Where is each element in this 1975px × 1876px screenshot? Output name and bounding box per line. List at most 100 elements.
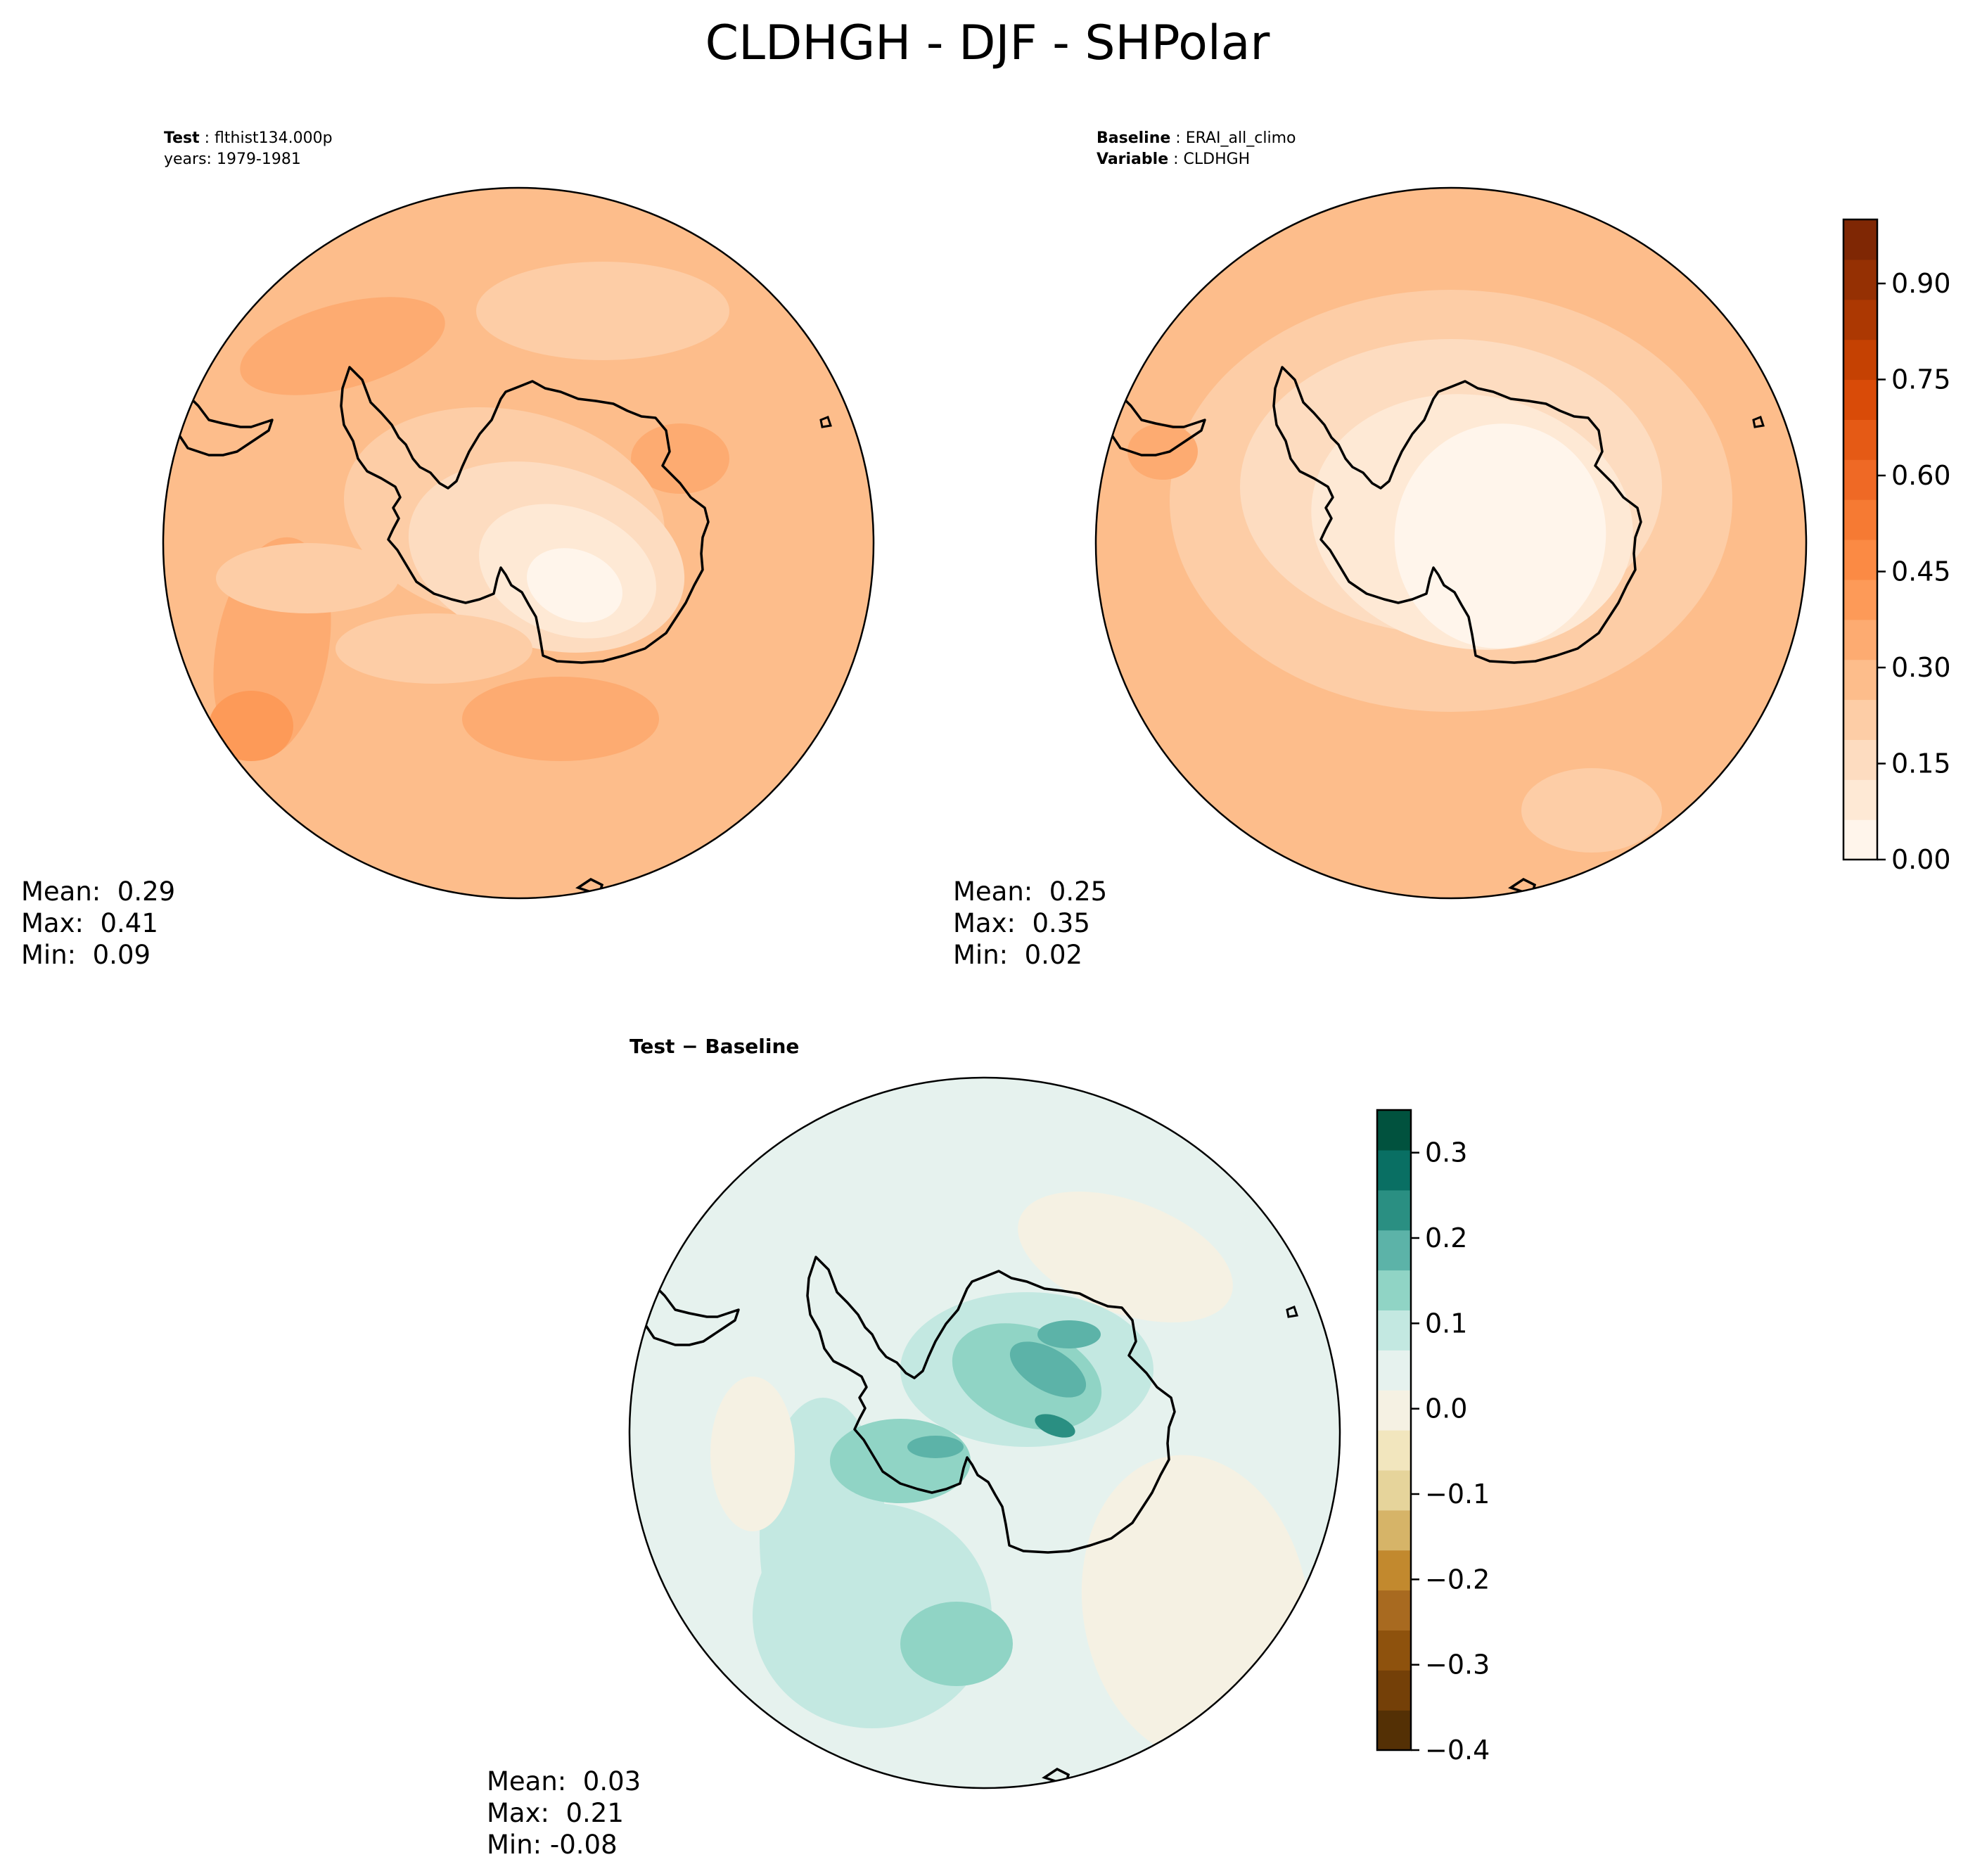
colorbar-frame bbox=[1842, 218, 1879, 861]
test-years: years: 1979-1981 bbox=[164, 151, 301, 168]
field-patch bbox=[900, 1602, 1013, 1686]
field-patch bbox=[216, 543, 399, 613]
baseline-max: Max: 0.35 bbox=[953, 908, 1090, 938]
island-coastline bbox=[1752, 416, 1765, 428]
island-coastline bbox=[1286, 1306, 1298, 1318]
colorbar-segment bbox=[1843, 579, 1877, 620]
diff-min: Min: -0.08 bbox=[487, 1830, 618, 1860]
colorbar-segment bbox=[1377, 1310, 1411, 1351]
main-colorbar: 0.00 0.15 0.30 0.45 0.60 0.75 0.90 bbox=[1842, 218, 1951, 875]
test-mean: Mean: 0.29 bbox=[21, 876, 176, 907]
colorbar-tick-label: −0.3 bbox=[1425, 1650, 1490, 1680]
colorbar-segment bbox=[1843, 659, 1877, 701]
colorbar-segment bbox=[1377, 1390, 1411, 1431]
colorbar-tick-label: −0.4 bbox=[1425, 1735, 1490, 1766]
field-patch bbox=[830, 1419, 971, 1503]
colorbar-segment bbox=[1843, 299, 1877, 340]
colorbar-tick-label: −0.2 bbox=[1425, 1564, 1490, 1595]
colorbar-segment bbox=[1843, 499, 1877, 540]
map-boundary bbox=[162, 186, 875, 900]
colorbar-segment bbox=[1377, 1630, 1411, 1671]
colorbar-tick-label: 0.45 bbox=[1891, 556, 1951, 587]
colorbar-tick-label: 0.1 bbox=[1425, 1308, 1467, 1339]
colorbar-segment bbox=[1843, 779, 1877, 820]
test-map bbox=[162, 186, 875, 900]
colorbar-segment bbox=[1843, 459, 1877, 500]
colorbar-segment bbox=[1843, 379, 1877, 420]
test-min: Min: 0.09 bbox=[21, 940, 151, 970]
field-patch bbox=[1394, 423, 1606, 649]
baseline-min: Min: 0.02 bbox=[953, 940, 1083, 970]
colorbar-segment bbox=[1377, 1430, 1411, 1471]
field-patch bbox=[335, 613, 532, 684]
field-patch bbox=[1035, 1414, 1075, 1438]
colorbar-segment bbox=[1843, 339, 1877, 381]
colorbar-segment bbox=[1843, 739, 1877, 780]
colorbar-segment bbox=[1377, 1110, 1411, 1151]
baseline-stats: Mean: 0.25 Max: 0.35 Min: 0.02 bbox=[953, 876, 1107, 971]
field-patch bbox=[462, 677, 659, 761]
colorbar-segment bbox=[1843, 419, 1877, 460]
baseline-label: Baseline bbox=[1097, 129, 1171, 147]
test-label: Test bbox=[164, 129, 200, 147]
test-stats: Mean: 0.29 Max: 0.41 Min: 0.09 bbox=[21, 876, 175, 971]
field-patch bbox=[527, 548, 622, 623]
field-patch bbox=[240, 297, 445, 395]
baseline-map bbox=[1094, 186, 1808, 900]
map-boundary bbox=[628, 1076, 1341, 1789]
field-patch bbox=[907, 1436, 964, 1458]
colorbar-tick-label: 0.15 bbox=[1891, 748, 1951, 779]
field-patch bbox=[1009, 1341, 1087, 1398]
field-patch bbox=[1037, 1320, 1101, 1348]
field-patch bbox=[710, 1377, 795, 1531]
test-case-name: flthist134.000p bbox=[215, 129, 333, 147]
colorbar-segment bbox=[1843, 219, 1877, 260]
colorbar-segment bbox=[1843, 619, 1877, 661]
field-patch bbox=[631, 423, 729, 494]
colorbar-segment bbox=[1843, 540, 1877, 580]
colorbar-segment bbox=[1843, 259, 1877, 300]
colorbar-segment bbox=[1377, 1670, 1411, 1711]
variable-name: CLDHGH bbox=[1183, 151, 1251, 168]
baseline-case-name: ERAI_all_climo bbox=[1185, 129, 1296, 147]
field-patch bbox=[1018, 1192, 1233, 1322]
diff-stats: Mean: 0.03 Max: 0.21 Min: -0.08 bbox=[487, 1766, 641, 1861]
colorbar-tick-label: 0.75 bbox=[1891, 364, 1951, 395]
colorbar-tick-label: −0.1 bbox=[1425, 1479, 1490, 1510]
colorbar-tick-label: 0.90 bbox=[1891, 268, 1951, 299]
field-patch bbox=[1127, 423, 1198, 480]
colorbar-tick-label: 0.30 bbox=[1891, 652, 1951, 683]
island-coastline bbox=[819, 416, 832, 428]
diff-colorbar: −0.4 −0.3 −0.2 −0.1 0.0 0.1 0.2 0.3 bbox=[1376, 1109, 1490, 1766]
colorbar-tick-label: 0.00 bbox=[1891, 844, 1951, 875]
colorbar-segment bbox=[1377, 1710, 1411, 1751]
figure-title: CLDHGH - DJF - SHPolar bbox=[705, 15, 1270, 71]
baseline-mean: Mean: 0.25 bbox=[953, 876, 1108, 907]
diff-title: Test − Baseline bbox=[629, 1035, 800, 1058]
colorbar-segment bbox=[1377, 1149, 1411, 1191]
colorbar-segment bbox=[1377, 1550, 1411, 1591]
colorbar-segment bbox=[1377, 1350, 1411, 1391]
diff-max: Max: 0.21 bbox=[487, 1798, 624, 1828]
test-header: Test : flthist134.000p years: 1979-1981 bbox=[164, 128, 333, 170]
colorbar-segment bbox=[1377, 1270, 1411, 1310]
colorbar-segment bbox=[1843, 819, 1877, 860]
field-patch bbox=[209, 691, 293, 761]
colorbar-segment bbox=[1843, 699, 1877, 740]
colorbar-tick-label: 0.60 bbox=[1891, 460, 1951, 491]
colorbar-segment bbox=[1377, 1230, 1411, 1271]
map-boundary bbox=[1094, 186, 1808, 900]
variable-label: Variable bbox=[1097, 151, 1169, 168]
diff-map bbox=[628, 1076, 1341, 1789]
field-patch bbox=[476, 262, 729, 360]
colorbar-segment bbox=[1377, 1469, 1411, 1511]
colorbar-segment bbox=[1377, 1590, 1411, 1631]
baseline-header: Baseline : ERAI_all_climo Variable : CLD… bbox=[1097, 129, 1296, 168]
colorbar-tick-label: 0.0 bbox=[1425, 1393, 1467, 1424]
colorbar-tick-label: 0.2 bbox=[1425, 1223, 1467, 1253]
diff-mean: Mean: 0.03 bbox=[487, 1766, 641, 1797]
test-max: Max: 0.41 bbox=[21, 908, 158, 938]
colorbar-segment bbox=[1377, 1189, 1411, 1231]
colorbar-segment bbox=[1377, 1510, 1411, 1551]
